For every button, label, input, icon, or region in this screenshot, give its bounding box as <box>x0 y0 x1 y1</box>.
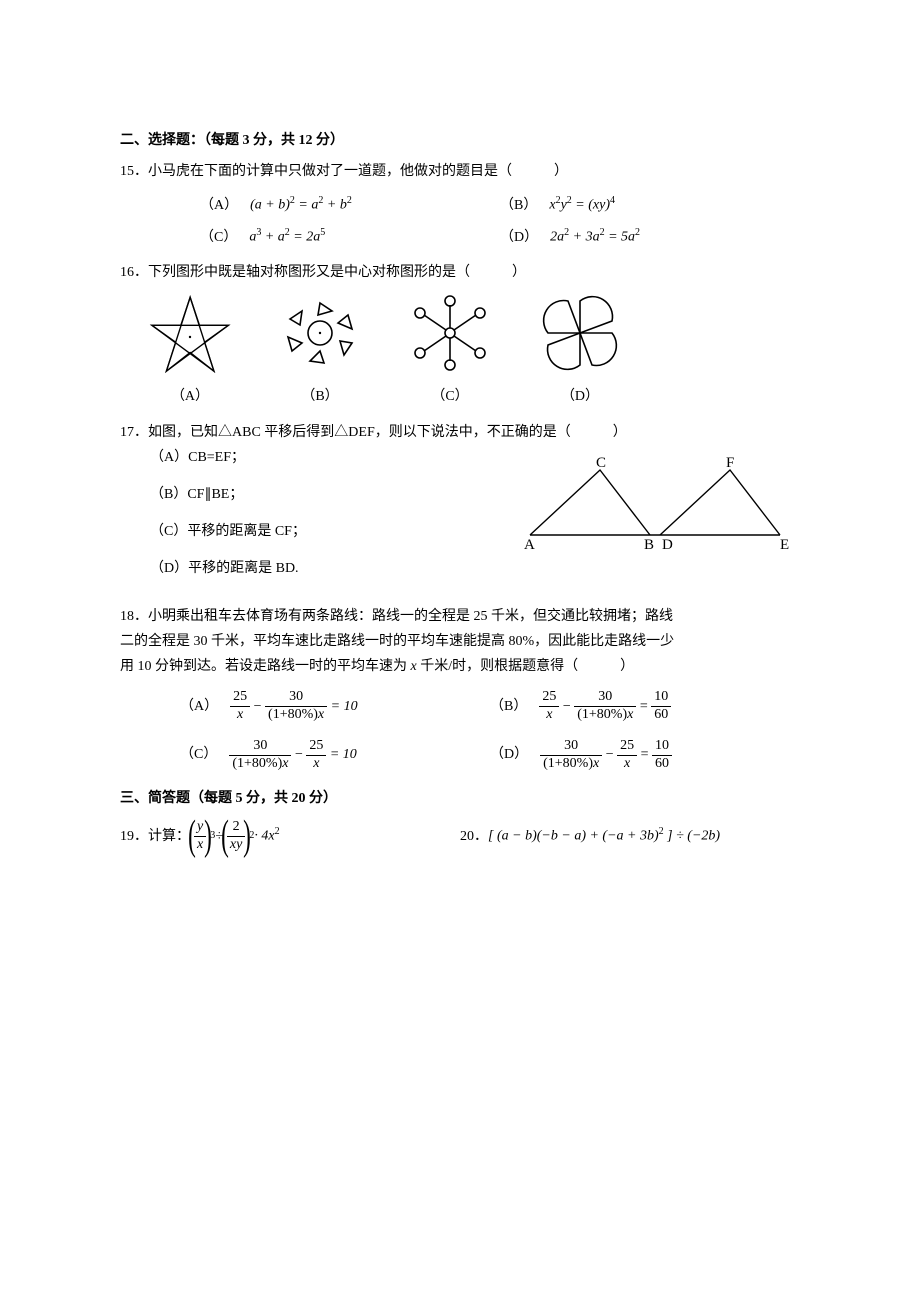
frac-num: 25 <box>230 689 250 707</box>
q16-fig-d: （D） <box>530 293 630 409</box>
q19-q20-row: 19．计算： ( yx )3 ÷ ( 2xy )2 · 4x2 20． [ (a… <box>120 818 800 856</box>
frac-den: (1+80%)x <box>540 756 602 773</box>
math-expr: x2y2 = (xy)4 <box>549 192 615 218</box>
frac-den: (1+80%)x <box>265 707 327 724</box>
fig-label: （D） <box>530 384 630 409</box>
fig-label: （A） <box>140 384 240 409</box>
q18-opt-c: （C） 30(1+80%)x − 25x = 10 <box>180 738 490 773</box>
q20-expr: [ (a − b)(−b − a) + (−a + 3b)2 ] ÷ (−2b) <box>488 823 720 849</box>
q20: 20． [ (a − b)(−b − a) + (−a + 3b)2 ] ÷ (… <box>460 818 800 856</box>
frac-num: 30 <box>229 738 291 756</box>
q16: 16．下列图形中既是轴对称图形又是中心对称图形的是（ ） （A） <box>120 260 800 410</box>
rotation-pattern-icon <box>270 293 370 373</box>
opt-label: （A） <box>180 694 218 719</box>
opt-label: （B） <box>490 694 527 719</box>
q15-opt-c: （C） a3 + a2 = 2a5 <box>200 224 500 250</box>
math-expr: a3 + a2 = 2a5 <box>249 224 325 250</box>
rhs: = 10 <box>331 694 358 719</box>
frac-num: 10 <box>651 689 671 707</box>
q18-opt-b: （B） 25x − 30(1+80%)x = 1060 <box>490 689 800 724</box>
q18-opt-d: （D） 30(1+80%)x − 25x = 1060 <box>490 738 800 773</box>
q18: 18．小明乘出租车去体育场有两条路线：路线一的全程是 25 千米，但交通比较拥堵… <box>120 604 800 773</box>
opt-label: （D） <box>500 225 538 250</box>
q16-stem: 16．下列图形中既是轴对称图形又是中心对称图形的是（ ） <box>120 260 800 285</box>
vertex-f-label: F <box>726 455 734 471</box>
opt-label: （C） <box>180 742 217 767</box>
circles-lines-icon <box>400 293 500 373</box>
vertex-b-label: B <box>644 537 654 553</box>
q20-label: 20． <box>460 824 488 849</box>
star-icon <box>140 293 240 373</box>
frac-den: (1+80%)x <box>229 756 291 773</box>
frac-num: 30 <box>540 738 602 756</box>
q15-opt-d: （D） 2a2 + 3a2 = 5a2 <box>500 224 800 250</box>
q17-opt-d: （D）平移的距离是 BD. <box>150 556 520 581</box>
pinwheel-icon <box>530 293 630 373</box>
q18-stem-2: 二的全程是 30 千米，平均车速比走路线一时的平均车速能提高 80%，因此能比走… <box>120 629 800 654</box>
frac-den: x <box>539 707 559 724</box>
q18-opt-a: （A） 25x − 30(1+80%)x = 10 <box>180 689 490 724</box>
frac-num: 25 <box>539 689 559 707</box>
frac-den: 60 <box>652 756 672 773</box>
fig-label: （C） <box>400 384 500 409</box>
q16-fig-c: （C） <box>400 293 500 409</box>
vertex-c-label: C <box>596 455 606 471</box>
triangles-diagram-icon: A B C D E F <box>520 455 790 555</box>
frac-den: x <box>230 707 250 724</box>
vertex-e-label: E <box>780 537 789 553</box>
q19-label: 19．计算： <box>120 824 190 849</box>
frac-num: 25 <box>617 738 637 756</box>
tail: · 4x2 <box>254 823 279 849</box>
q16-fig-b: （B） <box>270 293 370 409</box>
q17-opt-a: （A）CB=EF； <box>150 445 520 470</box>
q19: 19．计算： ( yx )3 ÷ ( 2xy )2 · 4x2 <box>120 818 460 856</box>
frac-num: 30 <box>574 689 636 707</box>
q18-stem-3: 用 10 分钟到达。若设走路线一时的平均车速为 x 千米/时，则根据题意得（ ） <box>120 654 800 679</box>
opt-label: （A） <box>200 193 238 218</box>
q17-opt-c: （C）平移的距离是 CF； <box>150 519 520 544</box>
frac-den: (1+80%)x <box>574 707 636 724</box>
math-expr: (a + b)2 = a2 + b2 <box>250 192 352 218</box>
q15-stem: 15．小马虎在下面的计算中只做对了一道题，他做对的题目是（ ） <box>120 159 800 184</box>
section-3-title: 三、简答题（每题 5 分，共 20 分） <box>120 786 800 811</box>
section-2-title: 二、选择题：（每题 3 分，共 12 分） <box>120 128 800 153</box>
opt-label: （C） <box>200 225 237 250</box>
rhs: = 10 <box>330 742 357 767</box>
vertex-a-label: A <box>524 537 535 553</box>
opt-label: （D） <box>490 742 528 767</box>
q18-stem-1: 18．小明乘出租车去体育场有两条路线：路线一的全程是 25 千米，但交通比较拥堵… <box>120 604 800 629</box>
q17-opt-b: （B）CF∥BE； <box>150 482 520 507</box>
opt-label: （B） <box>500 193 537 218</box>
fig-label: （B） <box>270 384 370 409</box>
frac-num: 30 <box>265 689 327 707</box>
frac-den: x <box>306 756 326 773</box>
q17: 17．如图，已知△ABC 平移后得到△DEF，则以下说法中，不正确的是（ ） （… <box>120 420 800 594</box>
q15-opt-b: （B） x2y2 = (xy)4 <box>500 192 800 218</box>
q17-diagram: A B C D E F <box>520 445 800 594</box>
q15: 15．小马虎在下面的计算中只做对了一道题，他做对的题目是（ ） （A） (a +… <box>120 159 800 250</box>
vertex-d-label: D <box>662 537 673 553</box>
q15-opt-a: （A） (a + b)2 = a2 + b2 <box>200 192 500 218</box>
q16-fig-a: （A） <box>140 293 240 409</box>
q17-stem: 17．如图，已知△ABC 平移后得到△DEF，则以下说法中，不正确的是（ ） <box>120 420 800 445</box>
frac-num: 10 <box>652 738 672 756</box>
frac-den: x <box>617 756 637 773</box>
frac-den: 60 <box>651 707 671 724</box>
math-expr: 2a2 + 3a2 = 5a2 <box>550 224 640 250</box>
frac-num: 25 <box>306 738 326 756</box>
